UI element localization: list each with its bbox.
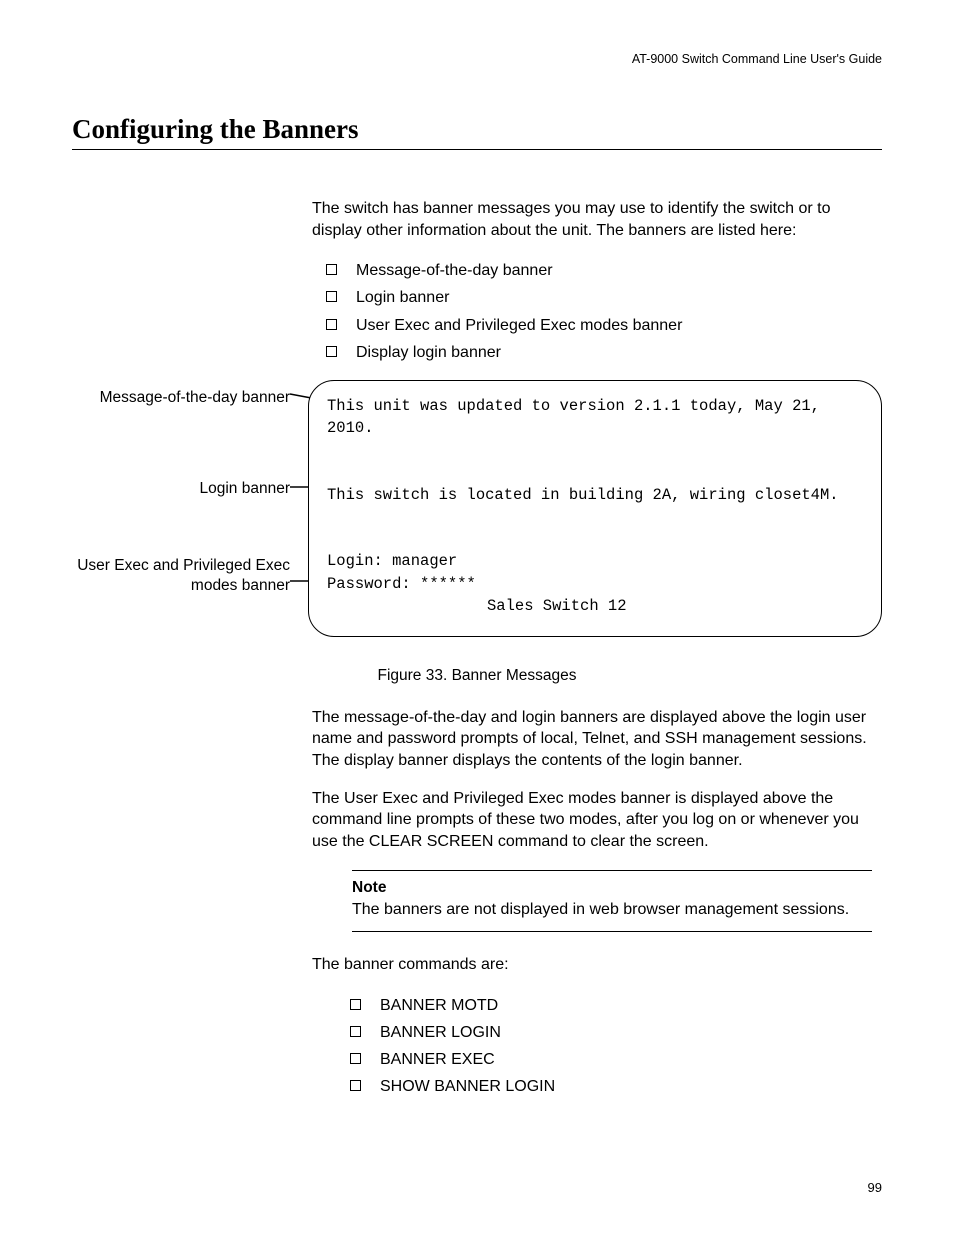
commands-intro: The banner commands are: xyxy=(312,954,882,976)
list-item-label: Display login banner xyxy=(356,344,501,361)
list-item: User Exec and Privileged Exec modes bann… xyxy=(312,312,882,339)
list-item: SHOW BANNER LOGIN xyxy=(336,1073,882,1100)
note-block: Note The banners are not displayed in we… xyxy=(352,870,872,932)
box-bullet-icon xyxy=(326,291,337,302)
commands-list: BANNER MOTD BANNER LOGIN BANNER EXEC SHO… xyxy=(336,992,882,1101)
list-item-label: Login banner xyxy=(356,289,449,306)
note-label: Note xyxy=(352,879,872,897)
list-item-label: BANNER LOGIN xyxy=(380,1024,501,1041)
box-bullet-icon xyxy=(350,1080,361,1091)
figure-caption: Figure 33. Banner Messages xyxy=(72,667,882,685)
doc-header: AT-9000 Switch Command Line User's Guide xyxy=(72,52,882,66)
terminal-exec-banner: Sales Switch 12 xyxy=(327,595,863,617)
paragraph: The User Exec and Privileged Exec modes … xyxy=(312,788,882,853)
terminal-login-banner: This switch is located in building 2A, w… xyxy=(327,484,863,506)
terminal-box: This unit was updated to version 2.1.1 t… xyxy=(308,380,882,637)
list-item-label: BANNER EXEC xyxy=(380,1051,495,1068)
paragraph: The message-of-the-day and login banners… xyxy=(312,707,882,772)
terminal-motd: This unit was updated to version 2.1.1 t… xyxy=(327,395,863,440)
list-item-label: Message-of-the-day banner xyxy=(356,262,553,279)
list-item: BANNER EXEC xyxy=(336,1046,882,1073)
box-bullet-icon xyxy=(326,319,337,330)
list-item: Message-of-the-day banner xyxy=(312,257,882,284)
section-heading: Configuring the Banners xyxy=(72,114,882,150)
box-bullet-icon xyxy=(350,1053,361,1064)
callout-label-motd: Message-of-the-day banner xyxy=(100,388,290,408)
body-column: The switch has banner messages you may u… xyxy=(312,198,882,366)
note-text: The banners are not displayed in web bro… xyxy=(352,901,849,918)
terminal-login-prompt: Login: manager xyxy=(327,550,863,572)
terminal-password-prompt: Password: ****** xyxy=(327,573,863,595)
box-bullet-icon xyxy=(350,999,361,1010)
box-bullet-icon xyxy=(326,346,337,357)
banner-types-list: Message-of-the-day banner Login banner U… xyxy=(312,257,882,366)
list-item: Login banner xyxy=(312,284,882,311)
box-bullet-icon xyxy=(326,264,337,275)
figure-banner-messages: Message-of-the-day banner Login banner U… xyxy=(72,380,882,685)
box-bullet-icon xyxy=(350,1026,361,1037)
list-item-label: SHOW BANNER LOGIN xyxy=(380,1078,555,1095)
list-item-label: BANNER MOTD xyxy=(380,997,498,1014)
body-column-2: The message-of-the-day and login banners… xyxy=(312,707,882,1101)
callout-label-exec: User Exec and Privileged Exec modes bann… xyxy=(72,556,290,596)
list-item: Display login banner xyxy=(312,339,882,366)
page: AT-9000 Switch Command Line User's Guide… xyxy=(0,0,954,1235)
intro-paragraph: The switch has banner messages you may u… xyxy=(312,198,882,241)
list-item-label: User Exec and Privileged Exec modes bann… xyxy=(356,317,682,334)
page-number: 99 xyxy=(868,1180,882,1195)
list-item: BANNER LOGIN xyxy=(336,1019,882,1046)
list-item: BANNER MOTD xyxy=(336,992,882,1019)
callout-label-login: Login banner xyxy=(200,479,291,499)
